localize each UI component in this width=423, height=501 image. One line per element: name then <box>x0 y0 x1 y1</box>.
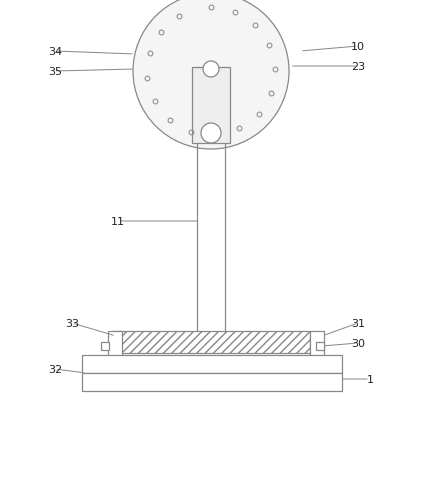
Bar <box>316 342 324 350</box>
Bar <box>192 68 230 144</box>
Bar <box>310 331 324 358</box>
Text: 23: 23 <box>351 62 365 72</box>
Bar <box>108 331 122 358</box>
Text: 1: 1 <box>366 374 374 384</box>
Text: 32: 32 <box>48 364 62 374</box>
Text: 10: 10 <box>351 42 365 52</box>
Bar <box>112 331 310 353</box>
Text: 33: 33 <box>65 318 79 328</box>
Text: 31: 31 <box>351 318 365 328</box>
Text: 30: 30 <box>351 338 365 348</box>
Circle shape <box>201 124 221 144</box>
Text: 11: 11 <box>111 216 125 226</box>
Bar <box>82 355 342 373</box>
Bar <box>82 373 342 391</box>
Circle shape <box>203 62 219 78</box>
Circle shape <box>133 0 289 150</box>
Text: 34: 34 <box>48 47 62 57</box>
Bar <box>101 342 109 350</box>
Text: 35: 35 <box>48 67 62 77</box>
